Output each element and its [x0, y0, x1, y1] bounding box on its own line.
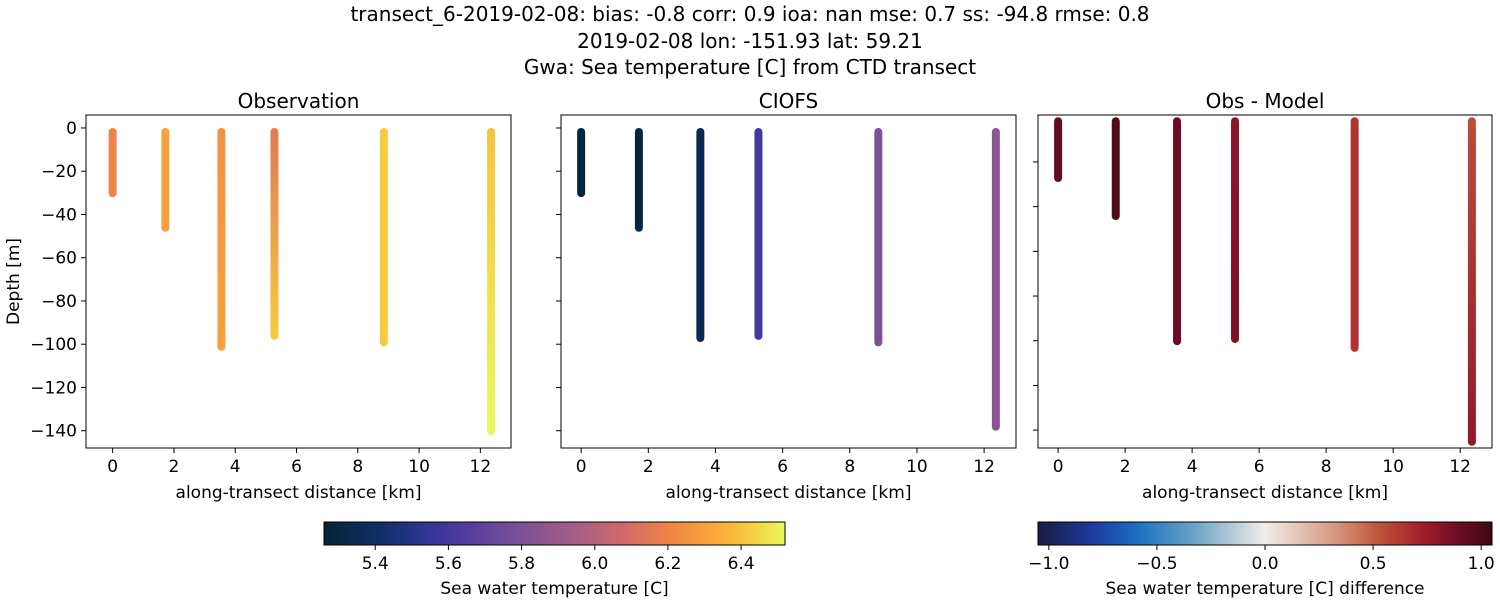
y-tick-label: −20 [41, 162, 77, 182]
colorbar-tick-label: 1.0 [1468, 554, 1495, 574]
y-tick-label: −60 [41, 249, 77, 269]
colorbar-label: Sea water temperature [C] [440, 579, 668, 599]
figure-title-line-3: Gwa: Sea temperature [C] from CTD transe… [523, 55, 977, 79]
colorbar-tick-label: 5.4 [362, 554, 389, 574]
y-tick-label: −120 [30, 378, 77, 398]
colorbar-tick-label: 0.0 [1251, 554, 1278, 574]
x-tick-label: 8 [352, 457, 363, 477]
x-tick-label: 10 [408, 457, 430, 477]
x-tick-label: 2 [1120, 457, 1131, 477]
station-profile [1231, 117, 1240, 343]
y-axis-label: Depth [m] [4, 238, 24, 325]
x-tick-label: 6 [1254, 457, 1265, 477]
station-profile [487, 127, 496, 436]
station-profile [577, 127, 586, 198]
colorbar-tick-label: 6.0 [581, 554, 608, 574]
x-tick-label: 2 [169, 457, 180, 477]
y-tick-label: −140 [30, 422, 77, 442]
panel-0: 0 2 4 6 8 10 12 0 −20 −40 −60 −80 −100 −120 −140 Observ… [4, 89, 512, 503]
station-profile [1350, 117, 1359, 352]
colorbar-tick-label: 6.2 [654, 554, 681, 574]
panel-title: CIOFS [759, 89, 818, 113]
station-profile [108, 127, 117, 198]
colorbar-1: −1.0 −0.5 0.0 0.5 1.0 Sea water temperature [… [1028, 521, 1495, 599]
y-tick-label: −100 [30, 335, 77, 355]
station-profile [1054, 117, 1063, 183]
colorbar-label: Sea water temperature [C] difference [1105, 579, 1424, 599]
colorbar-tick-label: 5.8 [508, 554, 535, 574]
y-tick-label: −40 [41, 205, 77, 225]
station-profile [754, 127, 763, 340]
x-tick-label: 6 [777, 457, 788, 477]
colorbar-tick-label: 6.4 [728, 554, 755, 574]
x-axis-label: along-transect distance [km] [666, 483, 912, 503]
axes-frame [1037, 114, 1493, 449]
y-tick-label: 0 [66, 119, 77, 139]
axes-frame [560, 114, 1017, 449]
station-profile [1467, 117, 1476, 446]
colorbar-bar [1037, 521, 1493, 546]
figure-title-line-2: 2019-02-08 lon: -151.93 lat: 59.21 [577, 29, 923, 53]
x-tick-label: 0 [1053, 457, 1064, 477]
x-tick-label: 0 [107, 457, 118, 477]
station-profile [696, 127, 705, 343]
colorbar-tick-label: −1.0 [1028, 554, 1069, 574]
x-tick-label: 12 [1449, 457, 1471, 477]
station-profile [270, 127, 279, 340]
station-profile [874, 127, 883, 347]
x-tick-label: 0 [576, 457, 587, 477]
station-profile [1173, 117, 1182, 346]
panel-title: Obs - Model [1206, 89, 1325, 113]
x-tick-label: 12 [470, 457, 492, 477]
colorbar-tick-label: −0.5 [1136, 554, 1177, 574]
station-profile [379, 127, 388, 347]
x-tick-label: 4 [710, 457, 721, 477]
station-profile [634, 127, 643, 232]
x-axis-label: along-transect distance [km] [176, 483, 422, 503]
y-tick-label: −80 [41, 292, 77, 312]
figure-title-line-1: transect_6-2019-02-08: bias: -0.8 corr: … [350, 2, 1150, 26]
panel-title: Observation [238, 89, 360, 113]
panel-1: 0 2 4 6 8 10 12 CIOFS along-transect distance [k… [556, 89, 1017, 503]
x-tick-label: 10 [1382, 457, 1404, 477]
panel-2: 0 2 4 6 8 10 12 Obs - Model along-transect dista… [1033, 89, 1493, 503]
axes-frame [85, 114, 512, 449]
x-tick-label: 2 [643, 457, 654, 477]
colorbar-tick-label: 0.5 [1360, 554, 1387, 574]
x-tick-label: 12 [973, 457, 995, 477]
x-tick-label: 4 [1187, 457, 1198, 477]
colorbar-0: 5.4 5.6 5.8 6.0 6.2 6.4 Sea water temperature … [323, 521, 786, 599]
x-tick-label: 10 [906, 457, 928, 477]
x-axis-label: along-transect distance [km] [1142, 483, 1388, 503]
station-profile [217, 127, 226, 351]
colorbar-tick-label: 5.6 [435, 554, 462, 574]
station-profile [991, 127, 1000, 431]
x-tick-label: 8 [844, 457, 855, 477]
colorbar-bar [323, 521, 786, 546]
x-tick-label: 8 [1321, 457, 1332, 477]
station-profile [1111, 117, 1120, 221]
x-tick-label: 6 [291, 457, 302, 477]
x-tick-label: 4 [230, 457, 241, 477]
station-profile [161, 127, 170, 232]
